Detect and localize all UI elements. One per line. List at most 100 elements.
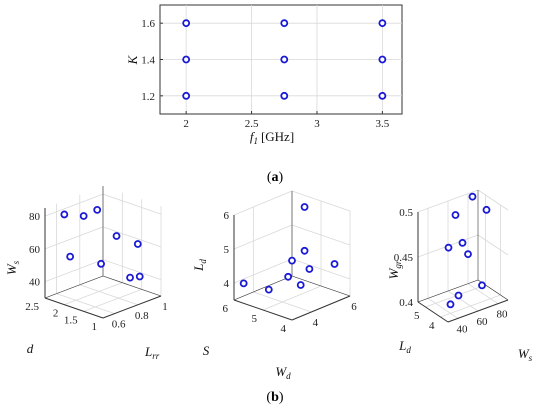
b2-z-gridline [233, 224, 293, 250]
b3-data-point [458, 238, 467, 247]
panel-a-y-tick-label: 1.2 [141, 91, 155, 103]
b3-z-tick-label: 0.45 [394, 252, 414, 264]
b1-data-point [66, 252, 75, 261]
b1-z-tick-label: 80 [29, 211, 41, 223]
b3-z-tick-label: 0.4 [399, 297, 413, 309]
b3-x-gridline [467, 283, 499, 304]
panel-b2-ticks: 4 6 4 5 6 4 5 6 [223, 210, 358, 335]
panel-b3-axes-box [417, 189, 509, 323]
b3-data-point [446, 300, 455, 309]
b1-box-edge [102, 275, 162, 297]
b3-data-point [464, 250, 472, 259]
b2-z-tick-label: 5 [224, 244, 230, 256]
panel-b1-z-axis-label: Ws [4, 260, 21, 275]
b3-data-point [482, 205, 491, 214]
panel-a-x-tick-label: 2.5 [245, 118, 259, 130]
panel-b2-x-axis-label: Wd [275, 364, 291, 381]
panel-a-data-point [280, 19, 289, 28]
b2-box-edge [291, 275, 351, 297]
b2-data-point [296, 281, 305, 289]
b1-y-tick-label: 1.5 [64, 314, 78, 326]
b2-y-gridline [262, 285, 322, 311]
b3-x-tick-label: 40 [457, 323, 469, 335]
b1-x-gridline [56, 293, 115, 314]
b1-data-point [135, 272, 144, 281]
b3-y-axis-line [417, 301, 449, 323]
panel-a-data-point [182, 91, 191, 100]
panel-b3-ticks: 40 60 80 450.4 0.45 0.5 [394, 207, 508, 335]
panel-b3-z-axis-label: Wgr [386, 260, 403, 279]
b3-x-gridline [427, 298, 459, 319]
b1-y-axis-line [44, 297, 104, 319]
b3-z-tick-label: 0.5 [399, 207, 413, 219]
panel-b2-axes-box [233, 190, 351, 321]
b1-box-edge [44, 275, 104, 299]
panel-b3-x-axis-label: Ws [518, 346, 533, 363]
panel-b1-points [60, 206, 144, 282]
b1-z-tick-label: 40 [29, 277, 41, 289]
b1-x-tick-label: 1 [162, 301, 168, 313]
b3-data-point [444, 243, 453, 252]
b2-data-point [305, 265, 314, 273]
b2-data-point [300, 203, 309, 211]
panel-b2-3d-chart: 4 6 4 5 6 4 5 6 Wd S Ld [191, 190, 358, 381]
b2-data-point [330, 260, 339, 268]
b2-data-point [264, 285, 273, 294]
b1-x-tick-label: 0.6 [112, 319, 126, 331]
panel-a-y-tick-label: 1.4 [141, 55, 155, 67]
b1-y-tick-label: 1 [92, 321, 98, 333]
panel-a-y-tick-label: 1.6 [141, 18, 155, 30]
b2-x-axis-line [291, 295, 351, 321]
b1-z-gridline [102, 193, 162, 215]
b2-data-point [288, 256, 296, 265]
b1-x-tick-label: 0.8 [135, 310, 149, 322]
panel-a-x-tick-label: 2 [183, 118, 189, 130]
panel-b3-y-axis-label: Ld [398, 338, 411, 355]
panel-b3-points [444, 192, 491, 309]
b1-z-gridline [102, 259, 162, 281]
panel-b1-axes-box [44, 186, 162, 319]
panel-a-x-tick-label: 3.5 [376, 118, 390, 130]
b2-data-point [300, 246, 309, 255]
b2-x-tick-label: 6 [351, 301, 357, 313]
b1-z-gridline [44, 226, 104, 250]
b2-z-tick-label: 6 [224, 210, 230, 222]
b1-data-point [133, 240, 142, 248]
b3-x-gridline [447, 290, 479, 312]
panel-a-data-point [280, 55, 289, 64]
panel-a-data-point [182, 55, 191, 64]
b1-x-axis-line [102, 295, 162, 319]
b3-z-gridline [477, 189, 509, 211]
b1-data-point [93, 206, 102, 214]
b1-data-point [97, 259, 105, 268]
b1-z-tick-label: 60 [29, 244, 41, 256]
panel-a-x-axis-label: f1 [GHz] [250, 129, 294, 146]
panel-a-data-point [280, 91, 289, 100]
b3-data-point [451, 211, 460, 219]
b1-z-gridline [44, 193, 104, 217]
b2-box-edge [233, 275, 293, 301]
b1-y-gridline [64, 282, 123, 306]
b3-x-axis-line [447, 299, 509, 323]
b1-y-gridline [83, 288, 142, 312]
b3-y-tick-label: 5 [414, 310, 420, 322]
b1-y-tick-label: 2.5 [25, 301, 39, 313]
b3-z-gridline [477, 234, 509, 256]
panel-a-data-point [182, 19, 191, 28]
b3-x-tick-label: 80 [497, 309, 509, 321]
b2-y-tick-label: 5 [252, 313, 258, 325]
panel-a-ticks: 2 2.5 3 3.5 1.2 1.4 1.6 [141, 18, 390, 130]
panel-b2-points [239, 203, 339, 294]
caption-b: (b) [266, 390, 283, 405]
b2-y-axis-line [233, 299, 293, 321]
panel-a-y-axis-label: K [125, 54, 140, 65]
panel-b1-3d-chart: 0.6 0.8 1 1 1.5 2 2.5 40 60 80 Lrr d Ws [4, 186, 168, 361]
b2-x-tick-label: 4 [313, 317, 319, 329]
panel-b1-ticks: 0.6 0.8 1 1 1.5 2 2.5 40 60 80 [25, 211, 168, 333]
panel-a-data-point [378, 55, 387, 64]
b1-z-gridline [102, 226, 162, 248]
b3-data-point [478, 281, 486, 290]
b1-data-point [79, 212, 88, 220]
b1-x-gridline [79, 284, 138, 306]
